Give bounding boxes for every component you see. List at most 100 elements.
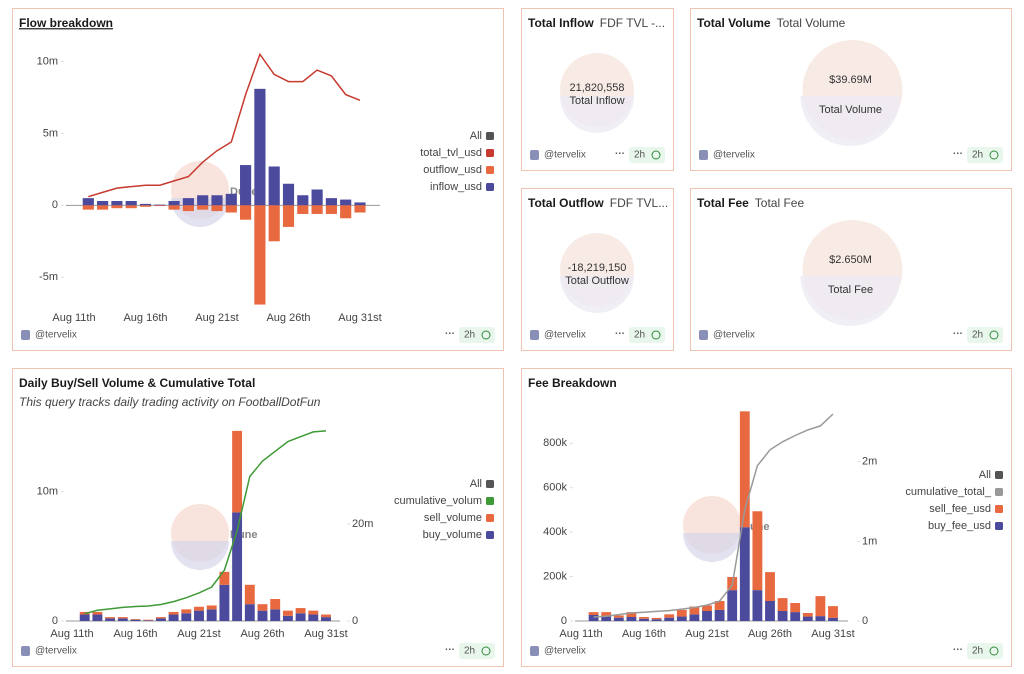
counter-label: Total Inflow xyxy=(569,95,624,107)
author[interactable]: @tervelix xyxy=(713,150,755,161)
bar xyxy=(790,603,801,613)
legend-swatch xyxy=(486,149,494,157)
legend-swatch xyxy=(995,471,1003,479)
legend-swatch xyxy=(486,480,494,488)
legend-label[interactable]: total_tvl_usd xyxy=(420,147,482,159)
legend-swatch xyxy=(486,132,494,140)
legend-label[interactable]: outflow_usd xyxy=(423,164,482,176)
counter-value: $2.650M xyxy=(829,254,872,266)
x-tick-label: Aug 16th xyxy=(123,312,167,324)
author[interactable]: @tervelix xyxy=(544,646,586,657)
bar xyxy=(601,616,612,621)
bar xyxy=(828,617,838,621)
author[interactable]: @tervelix xyxy=(544,150,586,161)
line xyxy=(84,430,327,615)
menu-dots[interactable]: ··· xyxy=(445,329,455,340)
bar xyxy=(232,512,243,621)
bar xyxy=(181,609,192,614)
legend-label[interactable]: sell_fee_usd xyxy=(929,503,991,515)
bar xyxy=(815,596,826,617)
x-tick-label: Aug 11th xyxy=(559,628,602,640)
author[interactable]: @tervelix xyxy=(544,330,586,341)
bar xyxy=(295,608,306,614)
bar xyxy=(689,606,700,615)
author[interactable]: @tervelix xyxy=(35,330,77,341)
bar xyxy=(613,615,624,618)
y-tick-label: 0 xyxy=(561,615,567,627)
bar xyxy=(139,205,152,207)
legend-toggle[interactable]: All xyxy=(470,130,482,142)
avatar xyxy=(530,330,539,340)
bar xyxy=(257,610,268,621)
age-icon xyxy=(481,646,491,656)
y-tick-label: -5m xyxy=(39,271,58,283)
bar xyxy=(270,609,281,621)
bar xyxy=(325,205,337,214)
age: 2h xyxy=(972,646,983,657)
bar xyxy=(752,590,763,621)
bar xyxy=(676,609,687,617)
bar xyxy=(211,205,223,212)
bar xyxy=(130,619,141,621)
x-tick-label: Aug 26th xyxy=(240,628,284,640)
age: 2h xyxy=(972,150,983,161)
y-tick-label: 0 xyxy=(52,615,58,627)
legend-toggle[interactable]: All xyxy=(470,478,482,490)
bar xyxy=(702,611,712,621)
bar xyxy=(777,611,788,621)
bar xyxy=(626,617,637,621)
bar xyxy=(182,198,194,206)
bar xyxy=(777,598,788,612)
menu-dots[interactable]: ··· xyxy=(953,645,963,656)
bar xyxy=(802,616,813,621)
menu-dots[interactable]: ··· xyxy=(615,329,625,340)
bar xyxy=(714,601,725,610)
bar xyxy=(244,604,255,621)
bar xyxy=(194,610,204,621)
y-tick-label: 10m xyxy=(37,486,58,498)
legend-swatch xyxy=(995,505,1003,513)
legend-swatch xyxy=(486,514,494,522)
y-tick-label: 20m xyxy=(352,518,373,530)
menu-dots[interactable]: ··· xyxy=(953,329,963,340)
bar xyxy=(268,166,280,206)
counter-bg-half xyxy=(560,96,634,133)
legend-label[interactable]: cumulative_total_ xyxy=(905,486,991,498)
counter-title: Total Volume xyxy=(697,16,771,30)
author[interactable]: @tervelix xyxy=(713,330,755,341)
bar xyxy=(154,205,166,207)
legend-label[interactable]: cumulative_volum xyxy=(394,495,482,507)
menu-dots[interactable]: ··· xyxy=(953,149,963,160)
legend-label[interactable]: sell_volume xyxy=(424,512,482,524)
bar xyxy=(639,617,649,619)
bar xyxy=(295,613,306,621)
menu-dots[interactable]: ··· xyxy=(615,149,625,160)
x-tick-label: Aug 21st xyxy=(177,628,220,640)
bar xyxy=(194,606,204,611)
bar xyxy=(282,183,295,206)
avatar xyxy=(530,150,539,160)
bar xyxy=(311,189,323,206)
author[interactable]: @tervelix xyxy=(35,646,77,657)
legend-toggle[interactable]: All xyxy=(979,469,991,481)
x-tick-label: Aug 16th xyxy=(622,628,666,640)
x-tick-label: Aug 21st xyxy=(685,628,728,640)
bar xyxy=(588,612,599,616)
legend-label[interactable]: buy_fee_usd xyxy=(928,520,991,532)
bar xyxy=(752,511,763,591)
counter-value: 21,820,558 xyxy=(569,82,624,94)
counter-name: FDF TVL -... xyxy=(600,16,665,30)
counter-value: -18,219,150 xyxy=(568,262,627,274)
legend-label[interactable]: inflow_usd xyxy=(430,181,482,193)
watermark-half xyxy=(171,541,229,570)
bar xyxy=(639,618,649,621)
line xyxy=(88,52,361,198)
legend-label[interactable]: buy_volume xyxy=(423,529,482,541)
bar xyxy=(155,618,166,621)
bar xyxy=(168,611,179,615)
bar xyxy=(340,205,352,219)
bar xyxy=(268,205,280,242)
menu-dots[interactable]: ··· xyxy=(445,645,455,656)
bar xyxy=(257,604,268,611)
x-tick-label: Aug 11th xyxy=(52,312,95,324)
